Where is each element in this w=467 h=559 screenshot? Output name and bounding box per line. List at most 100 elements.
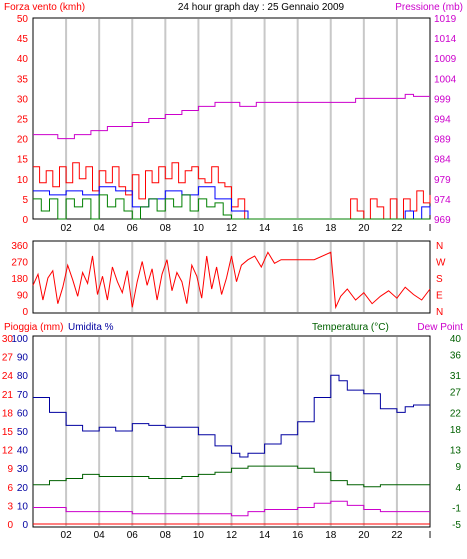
wind-hour-tick-20: 20 [358, 223, 370, 234]
wind-speed-axis: 0 5 10 15 20 25 30 35 40 45 50 [17, 14, 29, 226]
pressure-axis: 969 974 979 984 989 994 999 1004 1009 1014 1019 [434, 14, 457, 226]
humidity-axis-title: Umidita % [68, 322, 114, 333]
rain-tick-24: 24 [2, 371, 14, 382]
humidity-hour-tick-20: 20 [358, 530, 370, 541]
wind-average-line [33, 186, 431, 220]
rain-tick-12: 12 [2, 446, 14, 457]
humidity-hour-tick-16: 16 [292, 530, 304, 541]
humidity-hour-tick-12: 12 [226, 530, 238, 541]
wind-tick-40: 40 [17, 54, 29, 65]
wind-tick-15: 15 [17, 155, 29, 166]
wind-time-axis: 02 04 06 08 10 12 14 16 18 20 22 I [61, 223, 432, 234]
rain-axis: 0 3 6 9 12 15 18 21 24 27 30 [2, 334, 14, 531]
rain-tick-15: 15 [2, 427, 14, 438]
humidity-hour-tick-I: I [429, 530, 432, 541]
rain-tick-27: 27 [2, 353, 14, 364]
compass-tick-2: S [436, 274, 443, 285]
rain-tick-3: 3 [7, 501, 13, 512]
temperature-tick--1: -1 [452, 503, 461, 514]
chart-title: 24 hour graph day : 25 Gennaio 2009 [178, 2, 345, 13]
temperature-tick-31: 31 [450, 371, 462, 382]
wind-direction-grid [65, 242, 398, 312]
rain-tick-0: 0 [7, 520, 13, 531]
wind-tick-45: 45 [17, 34, 29, 45]
temperature-axis: -5 -1 4 9 13 18 22 27 31 36 40 [450, 334, 462, 531]
humidity-tick-90: 90 [17, 353, 29, 364]
rain-tick-18: 18 [2, 408, 14, 419]
wind-hour-tick-18: 18 [325, 223, 337, 234]
temperature-tick-18: 18 [450, 425, 462, 436]
wind-pressure-series [33, 93, 431, 220]
wind-tick-10: 10 [17, 175, 29, 186]
dew-point-axis-title: Dew Point [417, 322, 463, 333]
direction-tick-360: 360 [11, 241, 28, 252]
wind-axis-title: Forza vento (kmh) [4, 2, 85, 13]
humidity-tick-50: 50 [17, 427, 29, 438]
pressure-tick-999: 999 [434, 94, 451, 105]
rain-axis-title: Pioggia (mm) [4, 322, 63, 333]
compass-tick-1: W [436, 258, 446, 269]
wind-hour-tick-22: 22 [391, 223, 403, 234]
humidity-tick-20: 20 [17, 483, 29, 494]
wind-hour-tick-16: 16 [292, 223, 304, 234]
pressure-tick-1009: 1009 [434, 54, 457, 65]
wind-hour-tick-08: 08 [160, 223, 172, 234]
wind-hour-tick-10: 10 [193, 223, 205, 234]
compass-tick-4: N [436, 307, 443, 318]
wind-hour-tick-I: I [429, 223, 432, 234]
wind-speed-line [33, 162, 431, 220]
wind-hour-tick-14: 14 [259, 223, 271, 234]
rain-tick-21: 21 [2, 390, 14, 401]
wind-tick-0: 0 [22, 215, 28, 226]
humidity-time-axis: 02 04 06 08 10 12 14 16 18 20 22 I [61, 530, 432, 541]
temperature-tick-22: 22 [450, 408, 462, 419]
wind-tick-50: 50 [17, 14, 29, 25]
humidity-line [33, 374, 430, 458]
pressure-tick-989: 989 [434, 135, 451, 146]
compass-tick-0: N [436, 241, 443, 252]
wind-tick-20: 20 [17, 135, 29, 146]
humidity-tick-100: 100 [11, 334, 28, 345]
pressure-tick-1004: 1004 [434, 74, 457, 85]
pressure-axis-title: Pressione (mb) [395, 2, 463, 13]
wind-hour-tick-12: 12 [226, 223, 238, 234]
pressure-tick-1014: 1014 [434, 34, 457, 45]
wind-tick-25: 25 [17, 115, 29, 126]
pressure-tick-974: 974 [434, 195, 451, 206]
humidity-hour-tick-08: 08 [160, 530, 172, 541]
wind-hour-tick-02: 02 [61, 223, 73, 234]
temperature-tick-13: 13 [450, 446, 462, 457]
temperature-tick-27: 27 [450, 388, 462, 399]
humidity-hour-tick-14: 14 [259, 530, 271, 541]
wind-hour-tick-04: 04 [94, 223, 106, 234]
humidity-tick-10: 10 [17, 501, 29, 512]
humidity-hour-tick-04: 04 [94, 530, 106, 541]
rain-tick-6: 6 [7, 483, 13, 494]
direction-tick-0: 0 [22, 307, 28, 318]
wind-minimum-line [33, 194, 430, 220]
pressure-tick-969: 969 [434, 215, 451, 226]
humidity-hour-tick-02: 02 [61, 530, 73, 541]
humidity-tick-60: 60 [17, 408, 29, 419]
temperature-tick-36: 36 [450, 351, 462, 362]
direction-tick-180: 180 [11, 274, 28, 285]
temperature-axis-title: Temperatura (°C) [312, 322, 389, 333]
temperature-line [33, 465, 430, 488]
wind-direction-series [32, 251, 431, 310]
humidity-axis: 0 10 20 30 40 50 60 70 80 90 100 [11, 334, 28, 531]
pressure-tick-979: 979 [434, 175, 451, 186]
wind-hour-tick-06: 06 [127, 223, 139, 234]
pressure-tick-1019: 1019 [434, 14, 457, 25]
pressure-tick-984: 984 [434, 155, 451, 166]
humidity-hour-tick-18: 18 [325, 530, 337, 541]
wind-direction-line [32, 251, 431, 310]
humidity-tick-80: 80 [17, 371, 29, 382]
dew-point-line [33, 500, 430, 517]
compass-tick-3: E [436, 291, 443, 302]
wind-tick-35: 35 [17, 74, 29, 85]
humidity-hour-tick-10: 10 [193, 530, 205, 541]
